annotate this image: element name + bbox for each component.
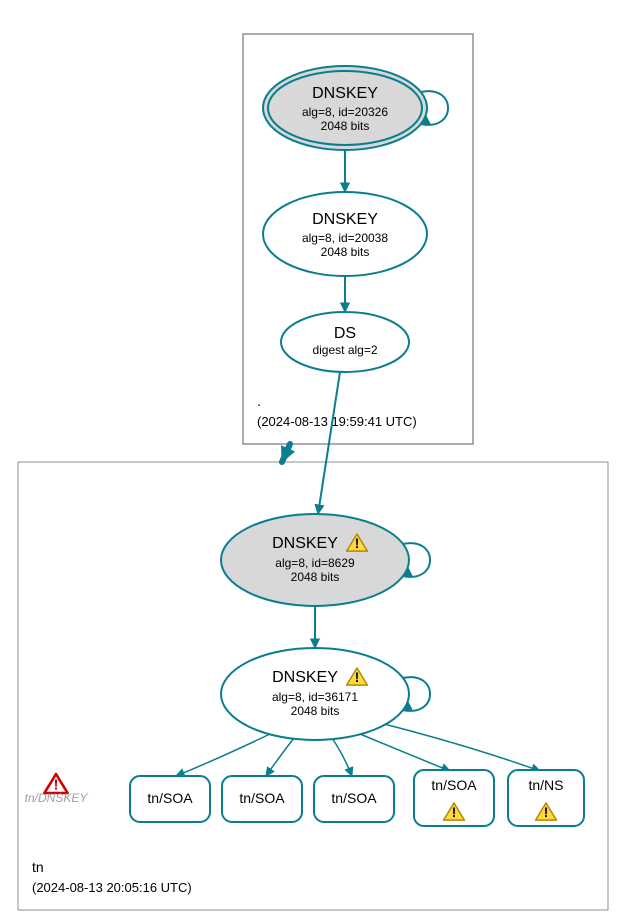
svg-text:!: ! [544, 805, 549, 820]
svg-text:DNSKEY: DNSKEY [312, 85, 378, 102]
svg-text:!: ! [355, 536, 360, 551]
svg-text:!: ! [355, 670, 360, 685]
dnssec-diagram: . (2024-08-13 19:59:41 UTC) tn (2024-08-13 … [0, 0, 623, 919]
svg-text:tn/NS: tn/NS [528, 777, 563, 793]
node-tn_ksk: DNSKEY!alg=8, id=86292048 bits [221, 514, 430, 606]
svg-text:tn/SOA: tn/SOA [147, 790, 193, 806]
node-root_ksk: DNSKEY alg=8, id=203262048 bits [263, 66, 448, 150]
svg-text:.: . [257, 393, 261, 409]
svg-text:2048 bits: 2048 bits [321, 119, 370, 133]
svg-text:DNSKEY: DNSKEY [272, 535, 338, 552]
svg-text:DNSKEY: DNSKEY [312, 211, 378, 228]
node-root_ds: DSdigest alg=2 [281, 312, 409, 372]
svg-text:2048 bits: 2048 bits [291, 704, 340, 718]
svg-text:2048 bits: 2048 bits [291, 570, 340, 584]
svg-text:digest alg=2: digest alg=2 [312, 343, 377, 357]
svg-text:tn/SOA: tn/SOA [331, 790, 377, 806]
svg-text:tn: tn [32, 859, 44, 875]
node-root_zsk: DNSKEY alg=8, id=200382048 bits [263, 192, 427, 276]
svg-text:tn/SOA: tn/SOA [239, 790, 285, 806]
svg-text:alg=8, id=20038: alg=8, id=20038 [302, 231, 388, 245]
svg-text:DS: DS [334, 325, 356, 342]
node-tn_ns: tn/NS! [508, 770, 584, 826]
node-tn_soa_1: tn/SOA [130, 776, 210, 822]
svg-text:alg=8, id=8629: alg=8, id=8629 [275, 556, 355, 570]
svg-text:alg=8, id=36171: alg=8, id=36171 [272, 690, 358, 704]
svg-text:2048 bits: 2048 bits [321, 245, 370, 259]
node-tn_soa_4: tn/SOA! [414, 770, 494, 826]
svg-text:(2024-08-13 19:59:41 UTC): (2024-08-13 19:59:41 UTC) [257, 414, 417, 429]
svg-text:!: ! [452, 805, 457, 820]
svg-text:alg=8, id=20326: alg=8, id=20326 [302, 105, 388, 119]
svg-text:(2024-08-13 20:05:16 UTC): (2024-08-13 20:05:16 UTC) [32, 880, 192, 895]
svg-text:tn/SOA: tn/SOA [431, 777, 477, 793]
svg-text:DNSKEY: DNSKEY [272, 669, 338, 686]
node-tn_soa_2: tn/SOA [222, 776, 302, 822]
node-tn_soa_3: tn/SOA [314, 776, 394, 822]
node-tn_zsk: DNSKEY! alg=8, id=361712048 bits [221, 648, 430, 740]
node-tn_error: !tn/DNSKEY [25, 774, 89, 805]
svg-text:tn/DNSKEY: tn/DNSKEY [25, 791, 89, 805]
